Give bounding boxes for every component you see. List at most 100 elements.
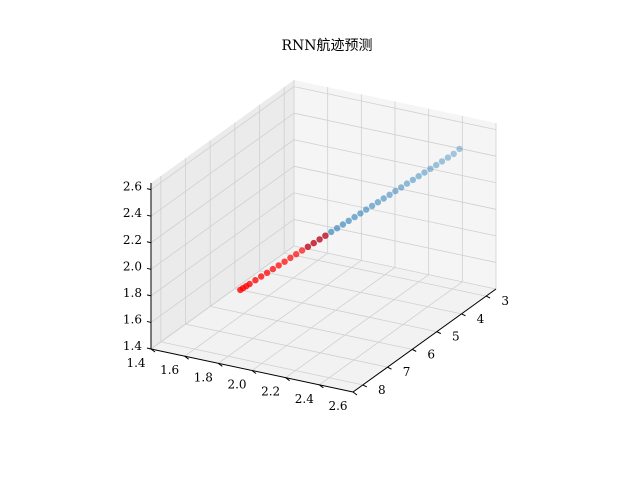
data-point-blue [345,217,352,224]
data-point-red [316,236,323,243]
z-gridline-side [293,245,497,290]
z-tick-label: 1.4 [123,339,142,353]
x-tick-mark [352,391,358,396]
data-point-blue [339,221,347,228]
data-point-blue [444,154,452,161]
data-point-blue [386,191,393,198]
z-gridline-back [150,165,295,270]
z-tick-label: 2.6 [123,180,142,194]
x-tick-mark [251,370,257,374]
z-tick-mark [146,347,152,350]
data-point-red [304,243,312,250]
data-point-blue [409,176,417,184]
z-tick-label: 2.2 [123,233,142,247]
data-point-red [287,254,294,262]
x-tick-label: 2.6 [328,399,347,413]
x-gridline-floor [184,252,328,357]
data-point-red [310,239,317,247]
y-tick-mark [485,295,491,299]
y-tick-label: 6 [427,347,435,361]
data-point-red [293,251,300,258]
grid-lines [150,80,497,393]
y-tick-mark [436,331,442,335]
x-gridline-floor [285,274,429,378]
data-point-blue [357,210,364,217]
z-tick-label: 2.0 [123,259,142,273]
data-point-blue [363,206,370,213]
z-gridline-back [150,219,295,323]
z-tick-mark [146,294,152,297]
y-tick-label: 5 [452,330,460,344]
data-point-blue [392,187,399,195]
z-tick-mark [146,214,152,217]
data-point-red [237,286,244,294]
z-gridline-side [293,86,497,131]
z-tick-mark [146,320,152,323]
x-tick-label: 1.4 [126,356,145,370]
data-point-blue [403,180,411,187]
x-gridline-floor [218,260,362,364]
z-gridline-side [293,219,497,263]
data-point-blue [398,184,405,191]
x-tick-label: 1.6 [160,363,179,377]
x-tick-label: 2.0 [227,378,246,392]
x-tick-label: 2.4 [295,392,314,406]
y-gridline-floor [210,305,413,350]
z-gridline-back [150,139,295,244]
z-tick-mark [146,188,152,191]
x-tick-label: 1.8 [194,370,213,384]
z-gridline-back [150,192,295,297]
x-tick-label: 2.2 [261,385,280,399]
z-gridline-side [293,112,497,157]
x-tick-mark [150,348,156,353]
data-point-blue [328,228,335,236]
data-point-blue [438,158,446,165]
data-point-red [322,232,329,239]
data-point-red [269,265,277,273]
x-tick-mark [184,355,189,360]
x-tick-mark [285,377,290,382]
y-axis-line [352,288,497,393]
y-tick-mark [362,384,368,388]
data-point-blue [368,202,376,210]
data-point-blue [433,161,440,169]
y-tick-label: 8 [378,383,386,397]
x-tick-mark [218,362,223,367]
z-tick-label: 2.4 [123,206,142,220]
y-gridline-floor [160,341,363,386]
back-wall-pane [151,80,294,349]
tick-marks: 1.4 1.6 1.8 2.0 2.2 2.4 2.6 3 4 5 6 7 8 1.4 1.6 1.8 2.0 2… [123,180,509,413]
y-gridline-floor [234,288,437,333]
data-point-blue [427,165,434,172]
y-tick-label: 4 [477,312,485,326]
x-gridline-floor [319,281,463,386]
data-point-red [258,273,265,280]
data-point-red [275,262,282,269]
data-point-blue [380,195,387,202]
y-gridline-floor [259,270,462,315]
data-point-blue [415,173,422,180]
data-point-red [263,269,271,276]
data-point-blue [351,213,358,221]
y-tick-label: 3 [501,294,509,308]
z-tick-mark [146,267,152,270]
data-point-blue [450,150,457,158]
x-tick-mark [319,384,324,389]
data-point-blue [456,145,463,153]
y-gridline-floor [185,323,388,368]
z-tick-mark [146,241,152,244]
z-gridline-back [150,245,295,350]
data-point-blue [333,225,341,232]
data-point-red [281,258,288,265]
z-gridline-side [293,139,497,184]
z-tick-label: 1.8 [123,286,142,300]
z-gridline-side [293,192,497,237]
z-tick-label: 1.6 [123,312,142,326]
y-tick-mark [411,348,417,352]
data-point-red [252,277,259,284]
chart-title: RNN航迹预测 [281,38,372,54]
y-tick-label: 7 [403,365,411,379]
y-gridline-floor [284,252,487,297]
